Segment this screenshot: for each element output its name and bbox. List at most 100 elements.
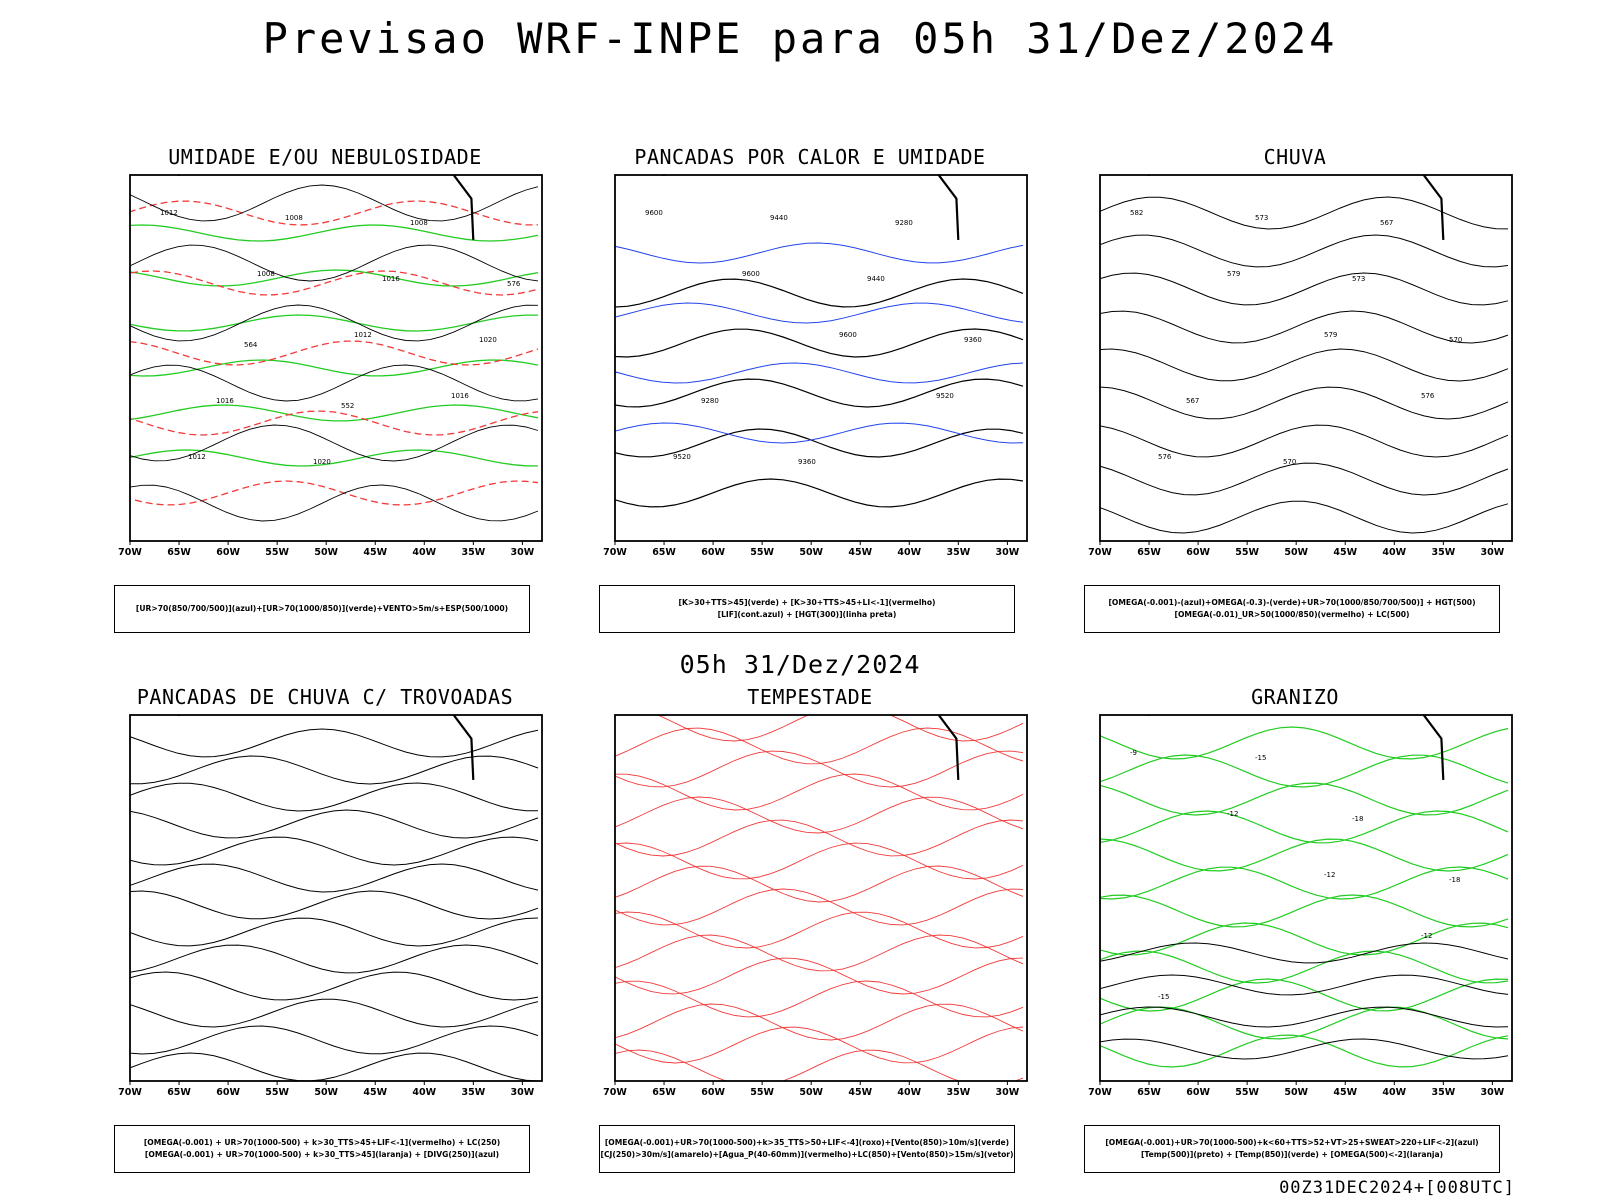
x-tick-label: 30W xyxy=(1481,547,1505,558)
height-contour xyxy=(1100,348,1509,382)
height-contour xyxy=(615,378,1024,408)
temperature-contour xyxy=(1100,894,1509,928)
contour-label: 567 xyxy=(1186,397,1199,405)
streamline xyxy=(130,917,539,947)
streamline xyxy=(615,796,1024,834)
streamline xyxy=(615,865,1024,903)
streamline xyxy=(130,998,539,1028)
map-panel: CHUVA 582 579 579 576 576 573 573 570 567 570 567 70… xyxy=(1065,145,1525,633)
x-tick-label: 70W xyxy=(603,1087,627,1098)
streamline xyxy=(615,842,1024,880)
streamline xyxy=(130,836,539,866)
contour-label: 579 xyxy=(1324,331,1337,339)
thickness-contour xyxy=(130,340,539,366)
height-contour xyxy=(1100,500,1509,534)
map-layers xyxy=(615,175,1024,508)
streamline xyxy=(615,1003,1024,1041)
legend-line: [UR>70(850/700/500)](azul)+[UR>70(1000/8… xyxy=(135,604,509,613)
contour-label: 570 xyxy=(1283,458,1296,466)
x-tick-label: 60W xyxy=(216,547,240,558)
streamline xyxy=(130,1052,539,1081)
height-contour xyxy=(1100,424,1509,458)
contour-label: 576 xyxy=(1158,453,1172,461)
x-tick-label: 35W xyxy=(461,1087,485,1098)
panel-title: TEMPESTADE xyxy=(747,685,873,709)
panel-title: CHUVA xyxy=(1263,145,1327,169)
x-tick-label: 45W xyxy=(848,1087,872,1098)
temperature-contour xyxy=(1100,922,1509,956)
contour-label: 9600 xyxy=(839,331,857,339)
panel-title: PANCADAS POR CALOR E UMIDADE xyxy=(634,145,986,169)
legend-box: [OMEGA(-0.001)+UR>70(1000-500)+k<60+TTS>… xyxy=(1084,1125,1500,1173)
contour-label: 1016 xyxy=(451,392,469,400)
streamline xyxy=(130,809,539,839)
pressure-contour xyxy=(130,484,539,522)
legend-line: [CJ(250)>30m/s](amarelo)+[Agua_P(40-60mm… xyxy=(600,1150,1014,1159)
humidity-contour xyxy=(130,314,538,332)
x-tick-label: 65W xyxy=(167,1087,191,1098)
temperature-contour xyxy=(1100,754,1509,788)
x-tick-label: 55W xyxy=(265,547,289,558)
map-panel: UMIDADE E/OU NEBULOSIDADE 1012 1008 1012 101… xyxy=(95,145,555,633)
weather-map: 582 579 579 576 576 573 573 570 567 570 567 70W 65W 6… xyxy=(1088,174,1513,558)
contour-label: 573 xyxy=(1352,275,1365,283)
plot-frame xyxy=(1099,174,1513,542)
x-tick-label: 55W xyxy=(1235,547,1259,558)
x-tick-label: 65W xyxy=(1137,547,1161,558)
streamline xyxy=(130,890,539,920)
lifted-index-contour xyxy=(615,242,1024,264)
height-contour xyxy=(1100,462,1509,496)
contour-label: 1020 xyxy=(313,458,331,466)
height-contour xyxy=(615,478,1024,508)
x-tick-label: 55W xyxy=(750,1087,774,1098)
contour-label: 9600 xyxy=(742,270,760,278)
x-tick-label: 65W xyxy=(167,547,191,558)
humidity-contour xyxy=(130,359,539,377)
contour-label: 1008 xyxy=(285,214,303,222)
panel-title: GRANIZO xyxy=(1251,685,1339,709)
x-tick-label: 35W xyxy=(946,1087,970,1098)
x-tick-label: 50W xyxy=(314,547,338,558)
legend-box: [K>30+TTS>45](verde) + [K>30+TTS>45+LI<-… xyxy=(599,585,1015,633)
temperature-contour xyxy=(1100,1038,1509,1060)
contour-label: 1012 xyxy=(354,331,372,339)
plot-frame xyxy=(614,714,1028,1082)
x-tick-label: 35W xyxy=(946,547,970,558)
contour-label: 9520 xyxy=(673,453,691,461)
map-layers xyxy=(1100,175,1509,534)
x-tick-label: 40W xyxy=(897,547,921,558)
legend-line: [Temp(500)](preto) + [Temp(850)](verde) … xyxy=(1140,1150,1444,1159)
x-tick-label: 45W xyxy=(1333,1087,1357,1098)
contour-label: 1016 xyxy=(382,275,400,283)
height-contour xyxy=(1100,310,1509,344)
x-tick-label: 50W xyxy=(1284,1087,1308,1098)
temperature-contour xyxy=(1100,974,1509,996)
contour-label: 1012 xyxy=(188,453,206,461)
thickness-contour xyxy=(130,200,539,226)
legend-line: [OMEGA(-0.001) + UR>70(1000-500) + k>30_… xyxy=(143,1138,501,1147)
x-tick-label: 30W xyxy=(511,547,535,558)
forecast-date: 05h 31/Dez/2024 xyxy=(679,650,921,679)
temperature-contour xyxy=(1100,1034,1509,1068)
temperature-contour xyxy=(1100,782,1509,816)
x-tick-label: 50W xyxy=(799,547,823,558)
run-timestamp: 00Z31DEC2024+[008UTC] xyxy=(1279,1178,1515,1198)
legend-line: [OMEGA(-0.01)_UR>50(1000/850)(vermelho) … xyxy=(1174,610,1410,619)
panel-title: PANCADAS DE CHUVA C/ TROVOADAS xyxy=(136,685,514,709)
coastline xyxy=(1422,175,1445,240)
temperature-contour xyxy=(1100,810,1509,844)
x-tick-label: 70W xyxy=(603,547,627,558)
x-tick-label: 55W xyxy=(1235,1087,1259,1098)
x-tick-label: 70W xyxy=(118,1087,142,1098)
contour-label: 582 xyxy=(1130,209,1143,217)
lifted-index-contour xyxy=(615,362,1024,384)
legend-line: [OMEGA(-0.001) + UR>70(1000-500) + k>30_… xyxy=(144,1150,500,1159)
legend-box: [OMEGA(-0.001)+UR>70(1000-500)+k>35_TTS>… xyxy=(599,1125,1015,1173)
streamline xyxy=(130,782,538,812)
coastline xyxy=(937,715,960,780)
contour-label: 9360 xyxy=(964,336,982,344)
contour-label: 9280 xyxy=(701,397,719,405)
streamline xyxy=(615,819,1024,857)
contour-label: 1020 xyxy=(479,336,497,344)
streamline xyxy=(615,715,1024,742)
